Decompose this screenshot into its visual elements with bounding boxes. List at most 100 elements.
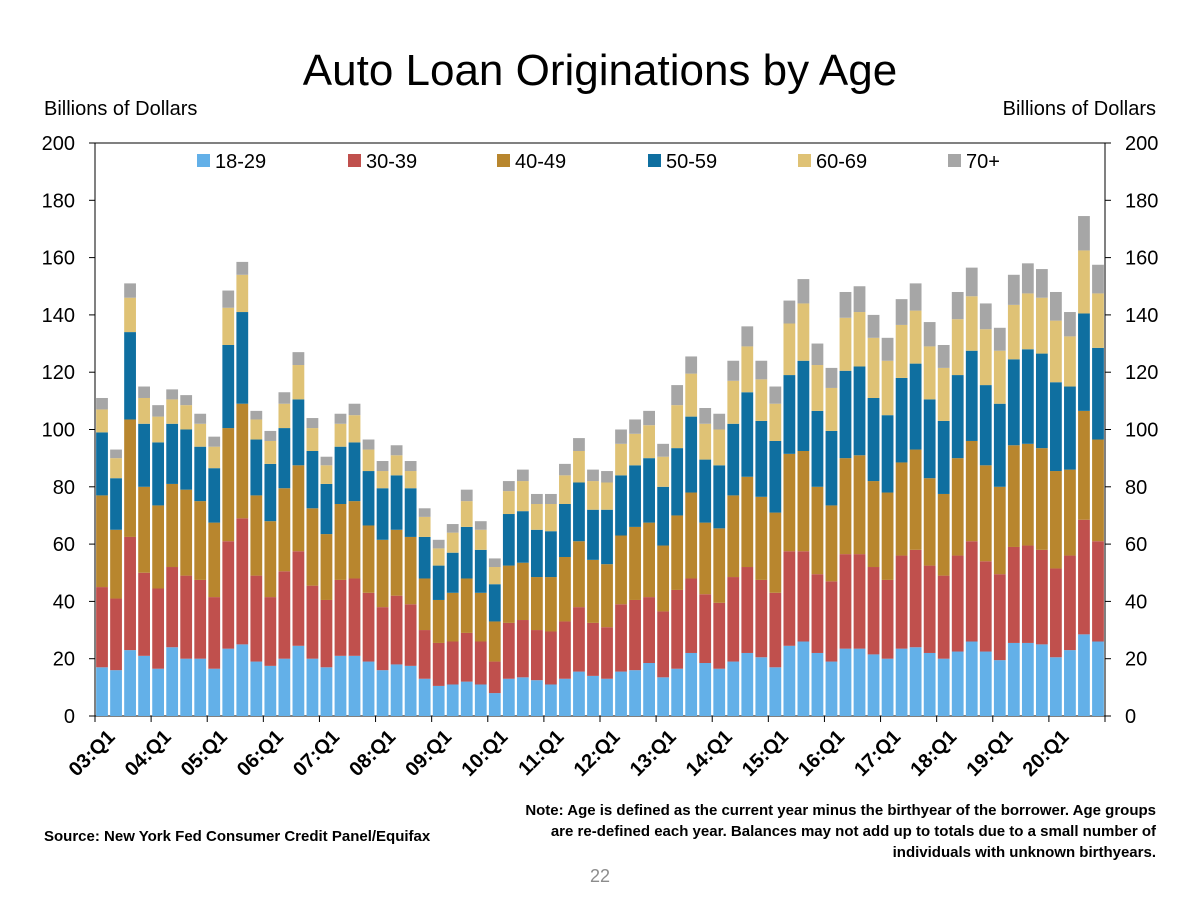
bar-segment-50-59 bbox=[993, 403, 1006, 487]
bar-segment-70+ bbox=[615, 429, 627, 444]
bar-segment-40-49 bbox=[138, 486, 150, 573]
bar-segment-18-29 bbox=[1078, 634, 1090, 716]
bar-segment-18-29 bbox=[348, 655, 361, 716]
bar-segment-30-39 bbox=[629, 599, 641, 671]
y-tick-label-right: 60 bbox=[1125, 534, 1147, 556]
bar-segment-30-39 bbox=[110, 598, 122, 671]
bar-segment-30-39 bbox=[727, 577, 740, 662]
bar-segment-50-59 bbox=[1050, 382, 1062, 472]
bar-segment-70+ bbox=[264, 430, 277, 441]
bar-segment-40-49 bbox=[502, 565, 515, 623]
bar-segment-18-29 bbox=[474, 684, 487, 716]
bar-segment-18-29 bbox=[755, 657, 768, 716]
bar-segment-40-49 bbox=[236, 403, 249, 519]
bar-segment-18-29 bbox=[741, 652, 754, 716]
bar-segment-50-59 bbox=[306, 450, 319, 509]
bar-segment-40-49 bbox=[1064, 469, 1076, 556]
bar-segment-60-69 bbox=[573, 450, 585, 483]
bar-segment-18-29 bbox=[1007, 642, 1020, 716]
bar-segment-40-49 bbox=[1092, 439, 1104, 542]
bar-segment-30-39 bbox=[979, 561, 992, 652]
bar-segment-50-59 bbox=[643, 458, 655, 523]
bar-segment-50-59 bbox=[502, 514, 515, 566]
bar-segment-50-59 bbox=[96, 432, 108, 496]
bar-segment-18-29 bbox=[152, 668, 165, 716]
bar-segment-60-69 bbox=[993, 350, 1006, 404]
bar-segment-60-69 bbox=[741, 346, 754, 393]
bar-segment-30-39 bbox=[250, 575, 263, 662]
bar-segment-50-59 bbox=[1078, 313, 1090, 411]
bar-segment-18-29 bbox=[362, 661, 375, 716]
bar-segment-30-39 bbox=[909, 549, 922, 648]
bar-segment-50-59 bbox=[320, 483, 333, 535]
bar-segment-18-29 bbox=[769, 667, 782, 716]
x-tick-label: 20:Q1 bbox=[1019, 726, 1074, 781]
bar-segment-70+ bbox=[502, 481, 515, 492]
bar-segment-30-39 bbox=[559, 621, 571, 679]
bar-segment-70+ bbox=[769, 386, 782, 404]
bar-segment-60-69 bbox=[502, 491, 515, 515]
x-tick-label: 19:Q1 bbox=[962, 726, 1017, 781]
bar-segment-70+ bbox=[460, 489, 473, 502]
bar-segment-70+ bbox=[1021, 263, 1034, 294]
bar-segment-50-59 bbox=[937, 420, 950, 494]
bar-segment-50-59 bbox=[236, 312, 249, 404]
bar-segment-30-39 bbox=[376, 607, 389, 671]
bar-segment-60-69 bbox=[474, 529, 487, 550]
bar-segment-70+ bbox=[306, 418, 319, 429]
bar-segment-70+ bbox=[713, 413, 726, 430]
bar-segment-70+ bbox=[376, 461, 389, 472]
bar-segment-40-49 bbox=[1021, 443, 1034, 546]
bar-segment-50-59 bbox=[587, 509, 599, 560]
bar-segment-30-39 bbox=[432, 642, 445, 686]
bar-segment-60-69 bbox=[334, 423, 347, 447]
bar-segment-70+ bbox=[825, 367, 838, 388]
bar-segment-60-69 bbox=[1021, 293, 1034, 350]
bar-segment-40-49 bbox=[909, 449, 922, 550]
bar-segment-50-59 bbox=[825, 430, 838, 506]
bar-segment-60-69 bbox=[390, 455, 403, 476]
bar-segment-30-39 bbox=[797, 551, 810, 642]
bar-segment-70+ bbox=[138, 386, 150, 398]
bar-segment-18-29 bbox=[783, 645, 796, 716]
bar-segment-18-29 bbox=[951, 651, 964, 716]
bar-segment-30-39 bbox=[446, 641, 459, 685]
bar-segment-70+ bbox=[727, 360, 740, 381]
bar-segment-30-39 bbox=[601, 627, 613, 679]
bar-segment-30-39 bbox=[587, 622, 599, 676]
bar-segment-70+ bbox=[292, 352, 305, 366]
bar-segment-70+ bbox=[699, 408, 712, 424]
bar-segment-40-49 bbox=[867, 481, 880, 568]
bar-segment-50-59 bbox=[979, 385, 992, 466]
bar-segment-18-29 bbox=[867, 654, 880, 716]
bar-segment-60-69 bbox=[559, 475, 571, 504]
bar-segment-70+ bbox=[124, 283, 136, 298]
bar-segment-50-59 bbox=[208, 468, 221, 523]
bar-segment-60-69 bbox=[516, 481, 529, 512]
x-tick-label: 09:Q1 bbox=[401, 726, 456, 781]
bar-segment-30-39 bbox=[615, 604, 627, 672]
bar-segment-50-59 bbox=[1092, 347, 1104, 440]
bar-segment-50-59 bbox=[1007, 359, 1020, 446]
left-axis-unit-label: Billions of Dollars bbox=[44, 98, 198, 120]
bar-segment-40-49 bbox=[629, 526, 641, 600]
bar-segment-40-49 bbox=[881, 492, 894, 580]
bar-segment-30-39 bbox=[867, 567, 880, 655]
bar-segment-60-69 bbox=[1035, 297, 1048, 354]
bar-segment-60-69 bbox=[615, 443, 627, 476]
bar-segment-50-59 bbox=[727, 423, 740, 496]
x-tick-label: 07:Q1 bbox=[289, 726, 344, 781]
bar-segment-50-59 bbox=[404, 488, 417, 537]
bar-segment-70+ bbox=[937, 344, 950, 368]
legend-swatch-30-39 bbox=[348, 154, 361, 167]
bar-segment-70+ bbox=[797, 279, 810, 304]
bar-segment-30-39 bbox=[418, 630, 431, 679]
bar-segment-70+ bbox=[1064, 312, 1076, 337]
bar-segment-70+ bbox=[404, 461, 417, 472]
y-tick-label-right: 100 bbox=[1125, 420, 1158, 442]
bar-segment-70+ bbox=[390, 445, 403, 456]
bar-segment-70+ bbox=[1007, 274, 1020, 305]
x-tick-label: 08:Q1 bbox=[345, 726, 400, 781]
y-tick-label-left: 200 bbox=[42, 133, 75, 155]
bar-segment-70+ bbox=[587, 469, 599, 482]
